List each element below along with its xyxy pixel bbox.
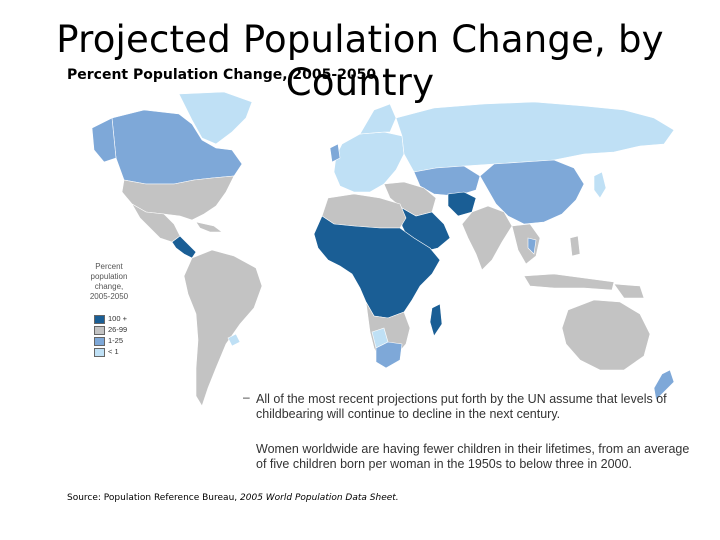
legend-label: 1-25 — [108, 336, 124, 345]
region-japan — [593, 171, 607, 199]
region-uk — [329, 143, 341, 163]
region-greenland — [178, 91, 253, 145]
note-fertility-decline: Women worldwide are having fewer childre… — [256, 442, 690, 471]
slide-title: Projected Population Change, by Country — [56, 18, 664, 104]
region-thailand — [527, 237, 537, 255]
region-se-asia — [511, 223, 541, 265]
region-madagascar — [429, 303, 443, 337]
region-sub-saharan-africa — [313, 215, 441, 319]
region-south-america — [183, 249, 263, 407]
legend-swatch — [94, 336, 105, 346]
legend-item-less-1: < 1 — [94, 347, 119, 357]
legend-title: Percent population change, 2005-2050 — [84, 262, 134, 302]
map-legend: Percent population change, 2005-2050 100… — [84, 262, 134, 367]
legend-item-26-99: 26-99 — [94, 325, 128, 335]
region-south-africa — [375, 341, 403, 369]
note-bullet: – — [243, 390, 250, 404]
region-indonesia — [523, 273, 615, 291]
legend-swatch — [94, 325, 105, 335]
legend-swatch — [94, 347, 105, 357]
legend-label: 26-99 — [108, 325, 128, 334]
region-scandinavia — [359, 103, 397, 135]
region-australia — [561, 299, 651, 371]
legend-label: 100 + — [108, 314, 127, 323]
legend-title-line: change, — [94, 282, 124, 291]
region-caribbean — [195, 221, 223, 233]
region-central-america — [171, 235, 197, 259]
legend-swatch — [94, 314, 105, 324]
legend-title-line: Percent — [95, 262, 123, 271]
legend-item-1-25: 1-25 — [94, 336, 124, 346]
region-philippines — [569, 235, 581, 257]
legend-label: < 1 — [108, 347, 119, 356]
note-childbearing: All of the most recent projections put f… — [256, 392, 667, 421]
region-china — [479, 159, 585, 225]
region-india — [461, 205, 513, 271]
source-title: 2005 World Population Data Sheet. — [240, 493, 399, 503]
legend-title-line: 2005-2050 — [89, 292, 129, 301]
world-map — [91, 91, 675, 407]
region-uruguay — [227, 333, 241, 347]
source-citation: Source: Population Reference Bureau, 200… — [67, 493, 399, 503]
legend-item-100-plus: 100 + — [94, 314, 127, 324]
region-png — [613, 283, 645, 299]
region-alaska — [91, 117, 117, 163]
map-subtitle: Percent Population Change, 2005-2050 — [67, 67, 377, 83]
region-new-zealand — [653, 369, 675, 401]
source-prefix: Source: Population Reference Bureau, — [67, 493, 238, 503]
legend-title-line: population — [90, 272, 128, 281]
